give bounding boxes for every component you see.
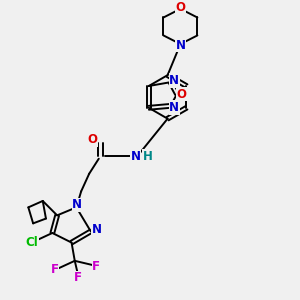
Text: O: O: [176, 1, 185, 14]
Text: H: H: [143, 150, 153, 163]
Text: F: F: [74, 271, 82, 284]
Text: N: N: [72, 198, 82, 211]
Text: O: O: [177, 88, 187, 100]
Text: F: F: [92, 260, 100, 273]
Text: N: N: [176, 38, 185, 52]
Text: N: N: [169, 101, 179, 114]
Text: Cl: Cl: [25, 236, 38, 249]
Text: N: N: [130, 150, 141, 163]
Text: N: N: [92, 223, 101, 236]
Text: N: N: [169, 74, 179, 87]
Text: F: F: [51, 263, 59, 276]
Text: O: O: [87, 133, 98, 146]
